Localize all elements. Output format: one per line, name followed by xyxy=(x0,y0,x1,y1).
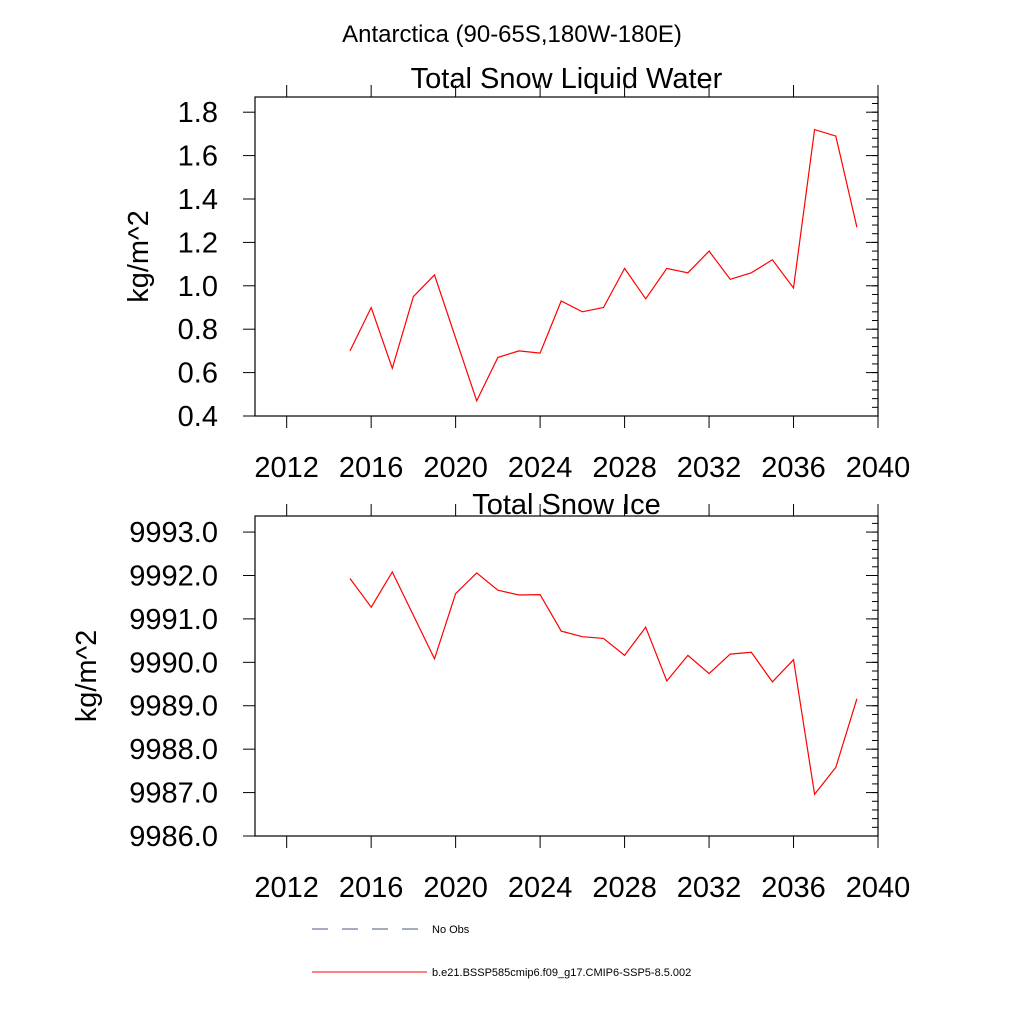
x-tick-label: 2020 xyxy=(423,452,488,484)
chart-title: Total Snow Liquid Water xyxy=(411,63,723,95)
y-tick-label: 9990.0 xyxy=(129,647,218,679)
legend-label-1: b.e21.BSSP585cmip6.f09_g17.CMIP6-SSP5-8.… xyxy=(432,967,691,979)
y-tick-label: 1.0 xyxy=(178,271,218,303)
y-tick-label: 9993.0 xyxy=(129,517,218,549)
y-tick-label: 9986.0 xyxy=(129,821,218,853)
chart-panel-snow-ice: Total Snow Ice kg/m^2 2012 2016 2020 2024 2028… xyxy=(71,489,910,904)
y-tick-label: 9987.0 xyxy=(129,778,218,810)
chart-panel-snow-liquid-water: Total Snow Liquid Water kg/m^2 2012 2016 202… xyxy=(123,63,910,484)
y-axis-label: kg/m^2 xyxy=(123,210,155,303)
x-tick-label: 2040 xyxy=(846,872,911,904)
y-tick-label: 1.4 xyxy=(178,184,218,216)
x-tick-label: 2040 xyxy=(846,452,911,484)
x-tick-label: 2032 xyxy=(677,452,742,484)
y-tick-label: 9992.0 xyxy=(129,560,218,592)
series-line xyxy=(349,570,858,796)
x-tick-label: 2020 xyxy=(423,872,488,904)
legend: No Obs b.e21.BSSP585cmip6.f09_g17.CMIP6-S… xyxy=(312,924,691,979)
series-line xyxy=(349,128,858,403)
y-tick-label: 0.6 xyxy=(178,358,218,390)
y-tick-label: 1.6 xyxy=(178,141,218,173)
y-tick-label: 9988.0 xyxy=(129,734,218,766)
plot-frame xyxy=(254,515,879,837)
x-tick-label: 2016 xyxy=(339,452,404,484)
plot-frame xyxy=(254,96,879,417)
x-tick-label: 2024 xyxy=(508,872,573,904)
x-tick-label: 2036 xyxy=(761,872,826,904)
y-tick-label: 9991.0 xyxy=(129,604,218,636)
x-tick-label: 2016 xyxy=(339,872,404,904)
x-tick-label: 2036 xyxy=(761,452,826,484)
y-tick-label: 9989.0 xyxy=(129,691,218,723)
x-tick-label: 2032 xyxy=(677,872,742,904)
x-tick-label: 2012 xyxy=(254,872,319,904)
y-tick-label: 1.2 xyxy=(178,227,218,259)
y-tick-label: 0.4 xyxy=(178,401,218,433)
chart-title: Total Snow Ice xyxy=(472,489,661,521)
legend-label-0: No Obs xyxy=(432,924,470,936)
x-tick-label: 2024 xyxy=(508,452,573,484)
x-tick-label: 2028 xyxy=(592,452,657,484)
y-tick-label: 0.8 xyxy=(178,314,218,346)
x-tick-label: 2012 xyxy=(254,452,319,484)
figure-suptitle: Antarctica (90-65S,180W-180E) xyxy=(342,21,682,48)
y-axis-label: kg/m^2 xyxy=(71,630,103,723)
x-tick-label: 2028 xyxy=(592,872,657,904)
y-tick-label: 1.8 xyxy=(178,97,218,129)
